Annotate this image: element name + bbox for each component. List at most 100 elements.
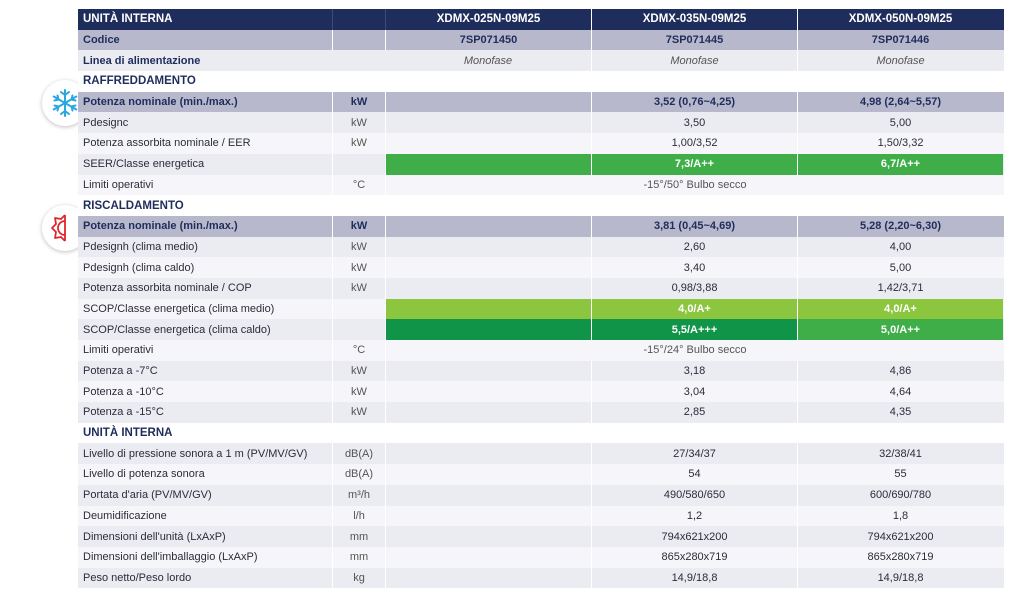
row-unit: kW — [332, 91, 385, 113]
table-row: Potenza assorbita nominale / COP kW 0,98… — [78, 277, 1004, 299]
value-cell — [385, 133, 591, 154]
row-label: Dimensioni dell'imballaggio (LxAxP) — [83, 551, 258, 564]
linea-value-3: Monofase — [797, 50, 1003, 72]
value-cell: 54 — [591, 464, 797, 485]
section-title: UNITÀ INTERNA — [83, 427, 173, 440]
value-cell: 2,85 — [591, 402, 797, 423]
value-cell: 4,35 — [797, 402, 1003, 423]
row-unit: kW — [332, 257, 385, 278]
value-cell — [385, 257, 591, 278]
value-cell — [385, 443, 591, 465]
value-cell: 4,64 — [797, 381, 1003, 403]
table-row: Potenza a -7°C kW 3,18 4,86 — [78, 360, 1004, 382]
row-unit — [332, 29, 385, 51]
value-cell: 0,98/3,88 — [591, 277, 797, 299]
row-label: Potenza nominale (min./max.) — [83, 96, 238, 109]
value-cell: 490/580/650 — [591, 484, 797, 506]
value-cell: 1,42/3,71 — [797, 277, 1003, 299]
row-unit: kW — [332, 360, 385, 382]
value-cell: 1,00/3,52 — [591, 133, 797, 154]
row-label: Codice — [83, 34, 120, 47]
heating-section-title-row: RISCALDAMENTO — [78, 195, 1004, 216]
indoor-section-title-row: UNITÀ INTERNA — [78, 422, 1004, 444]
row-label: Potenza a -10°C — [83, 385, 164, 398]
energy-class-cell: 5,0/A++ — [797, 319, 1003, 340]
row-label: SCOP/Classe energetica (clima caldo) — [83, 323, 271, 336]
value-cell: -15°/24° Bulbo secco — [385, 340, 1004, 361]
row-unit: dB(A) — [332, 443, 385, 465]
row-label: Limiti operativi — [83, 178, 154, 191]
row-unit: kW — [332, 402, 385, 423]
energy-class-cell — [385, 153, 591, 175]
value-cell: 5,00 — [797, 257, 1003, 278]
row-unit: mm — [332, 546, 385, 568]
table-row: Livello di potenza sonora dB(A) 54 55 — [78, 464, 1004, 485]
row-label: Potenza a -7°C — [83, 365, 158, 378]
row-label: Pdesignh (clima medio) — [83, 240, 198, 253]
codice-value-2: 7SP071445 — [591, 29, 797, 51]
row-unit — [332, 298, 385, 320]
row-unit: kg — [332, 567, 385, 589]
table-row: Potenza a -10°C kW 3,04 4,64 — [78, 381, 1004, 403]
value-cell — [385, 402, 591, 423]
value-cell — [385, 464, 591, 485]
table-row: Limiti operativi °C -15°/50° Bulbo secco — [78, 174, 1004, 196]
snowflake-icon — [52, 89, 78, 117]
value-cell — [385, 360, 591, 382]
row-label: Potenza assorbita nominale / COP — [83, 282, 252, 295]
row-label: Potenza nominale (min./max.) — [83, 220, 238, 233]
energy-class-cell: 6,7/A++ — [797, 153, 1003, 175]
value-cell: 3,52 (0,76~4,25) — [591, 91, 797, 113]
row-label: Deumidificazione — [83, 509, 167, 522]
row-unit: kW — [332, 112, 385, 134]
table-row: Potenza assorbita nominale / EER kW 1,00… — [78, 133, 1004, 154]
value-cell — [385, 215, 591, 237]
row-label: SEER/Classe energetica — [83, 158, 205, 171]
row-unit: m³/h — [332, 484, 385, 506]
value-cell — [385, 381, 591, 403]
value-cell — [385, 567, 591, 589]
row-label: Limiti operativi — [83, 344, 154, 357]
table-row: Potenza a -15°C kW 2,85 4,35 — [78, 402, 1004, 423]
row-unit: °C — [332, 174, 385, 196]
model-header-2: XDMX-035N-09M25 — [591, 9, 797, 30]
row-label: Dimensioni dell'unità (LxAxP) — [83, 530, 226, 543]
row-unit — [332, 50, 385, 71]
row-unit: l/h — [332, 505, 385, 527]
value-cell — [385, 112, 591, 134]
row-unit: kW — [332, 277, 385, 299]
row-label: Potenza assorbita nominale / EER — [83, 137, 251, 150]
value-cell: 3,40 — [591, 257, 797, 278]
value-cell — [385, 277, 591, 299]
row-unit: dB(A) — [332, 464, 385, 485]
table-row: Potenza nominale (min./max.) kW 3,52 (0,… — [78, 91, 1004, 113]
value-cell: 5,00 — [797, 112, 1003, 134]
model-header-3: XDMX-050N-09M25 — [797, 9, 1003, 30]
linea-row: Linea di alimentazione Monofase Monofase… — [78, 50, 1004, 72]
value-cell: 4,98 (2,64~5,57) — [797, 91, 1003, 113]
value-cell: 1,8 — [797, 505, 1003, 527]
energy-class-cell: 4,0/A+ — [797, 298, 1003, 320]
table-header-row: UNITÀ INTERNA XDMX-025N-09M25 XDMX-035N-… — [78, 9, 1004, 30]
table-row: SCOP/Classe energetica (clima medio) 4,0… — [78, 298, 1004, 320]
section-title: RAFFREDDAMENTO — [83, 75, 196, 88]
value-cell: 1,50/3,32 — [797, 133, 1003, 154]
value-cell — [385, 505, 591, 527]
table-row: Limiti operativi °C -15°/24° Bulbo secco — [78, 340, 1004, 361]
value-cell: 14,9/18,8 — [797, 567, 1003, 589]
value-cell: 32/38/41 — [797, 443, 1003, 465]
value-cell: 27/34/37 — [591, 443, 797, 465]
value-cell: 794x621x200 — [797, 526, 1003, 547]
value-cell: -15°/50° Bulbo secco — [385, 174, 1004, 196]
value-cell: 5,28 (2,20~6,30) — [797, 215, 1003, 237]
row-unit: kW — [332, 236, 385, 258]
table-row: Pdesignc kW 3,50 5,00 — [78, 112, 1004, 134]
value-cell — [385, 526, 591, 547]
row-label: Linea di alimentazione — [83, 54, 201, 67]
value-cell: 2,60 — [591, 236, 797, 258]
table-row: Deumidificazione l/h 1,2 1,8 — [78, 505, 1004, 527]
energy-class-cell: 5,5/A+++ — [591, 319, 797, 340]
row-label: Pdesignh (clima caldo) — [83, 261, 195, 274]
table-row: Peso netto/Peso lordo kg 14,9/18,8 14,9/… — [78, 567, 1004, 589]
row-label: SCOP/Classe energetica (clima medio) — [83, 302, 275, 315]
